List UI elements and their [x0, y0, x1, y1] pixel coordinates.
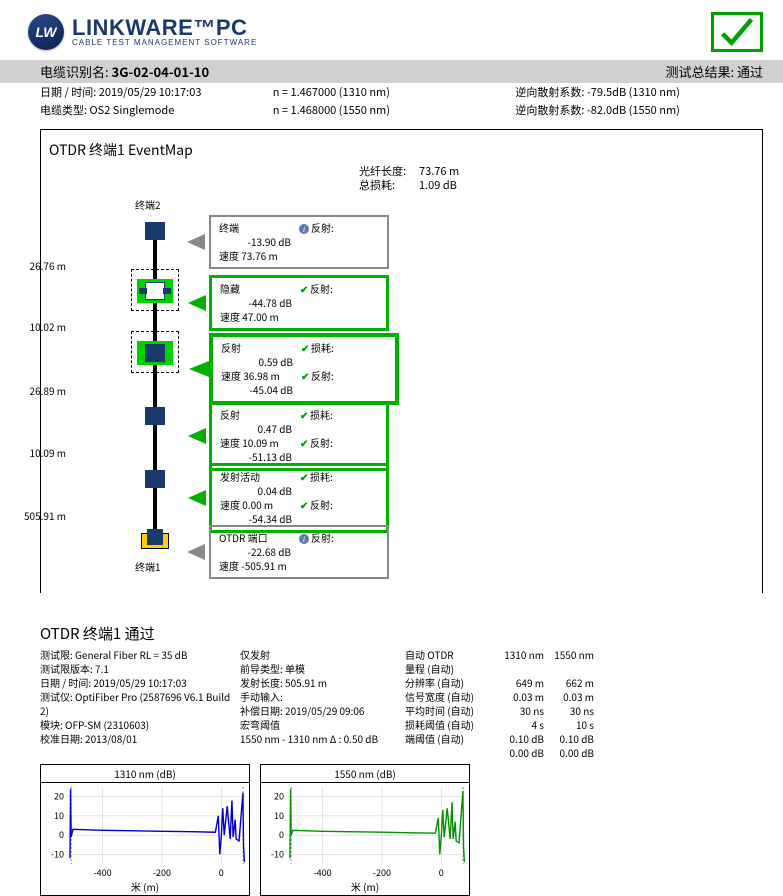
meta-datetime: 日期 / 时间: 2019/05/29 10:17:03 [40, 84, 273, 100]
svg-text:20: 20 [274, 789, 284, 802]
trace-chart-1310: 1310 nm (dB) -10 0 10 20 -400 -200 0 米 (m) [40, 764, 250, 896]
event-callout: 反射✔损耗:0.59 dB速度 36.98 m✔反射:-45.04 dB [209, 333, 399, 405]
meta-backscatter-1310: 逆向散射系数: -79.5dB (1310 nm) [515, 84, 763, 100]
svg-text:10: 10 [274, 808, 284, 821]
meta-n-1310: n = 1.467000 (1310 nm) [273, 84, 516, 100]
near-end-label: 终端1 [135, 559, 161, 574]
svg-text:0: 0 [279, 828, 284, 841]
meta-n-1550: n = 1.468000 (1550 nm) [273, 102, 516, 118]
fiber-length-label: 光纤长度: [359, 164, 419, 178]
chart-xlabel: 米 (m) [41, 878, 249, 895]
event-callout: 反射✔损耗:0.47 dB速度 10.09 m✔反射:-51.13 dB [209, 401, 389, 471]
svg-text:-400: -400 [314, 866, 332, 878]
svg-text:-400: -400 [94, 866, 112, 878]
meta-cabletype: 电缆类型: OS2 Singlemode [40, 102, 273, 118]
eventmap-panel: OTDR 终端1 EventMap 光纤长度:73.76 m 总损耗:1.09 … [40, 129, 763, 593]
eventmap-diagram: 终端2 终端1 26.76 m10.02 m26.89 m10.09 m505.… [49, 183, 754, 583]
cable-id-band: 电缆识别名: 3G-02-04-01-10 测试总结果: 通过 [0, 60, 783, 83]
trace-charts: 1310 nm (dB) -10 0 10 20 -400 -200 0 米 (m) 155… [40, 764, 763, 896]
segment-distance: 10.09 m [6, 445, 66, 460]
event-callout: 终端i反射:-13.90 dB速度 73.76 m [209, 215, 389, 269]
svg-text:0: 0 [439, 866, 444, 878]
otdr-pass-section: OTDR 终端1 通过 测试限: General Fiber RL = 35 d… [40, 623, 763, 896]
logo: LW LINKWARE™PC CABLE TEST MANAGEMENT SOF… [28, 14, 257, 50]
far-end-label: 终端2 [135, 197, 161, 212]
segment-distance: 26.76 m [6, 258, 66, 273]
event-callout: OTDR 端口i反射:-22.68 dB速度 -505.91 m [209, 525, 389, 579]
segment-distance: 505.91 m [6, 508, 66, 523]
event-callout: 隐藏✔反射:-44.78 dB速度 47.00 m [209, 275, 389, 331]
trace-chart-1550: 1550 nm (dB) -10 0 10 20 -400 -200 0 米 (m) [260, 764, 470, 896]
svg-text:-200: -200 [153, 866, 171, 878]
header: LW LINKWARE™PC CABLE TEST MANAGEMENT SOF… [0, 0, 783, 60]
svg-text:-10: -10 [51, 847, 64, 860]
chart-xlabel: 米 (m) [261, 878, 469, 895]
cable-id-value: 3G-02-04-01-10 [112, 62, 210, 81]
overall-result-value: 通过 [737, 62, 763, 81]
segment-distance: 10.02 m [6, 319, 66, 334]
pass-checkmark [711, 12, 763, 52]
eventmap-title: OTDR 终端1 EventMap [49, 140, 754, 160]
chart-title: 1310 nm (dB) [41, 765, 249, 783]
parameter-table: 测试限: General Fiber RL = 35 dB测试限版本: 7.1日… [40, 648, 763, 760]
svg-text:-200: -200 [373, 866, 391, 878]
svg-text:20: 20 [54, 789, 64, 802]
chart-title: 1550 nm (dB) [261, 765, 469, 783]
segment-distance: 26.89 m [6, 383, 66, 398]
logo-badge: LW [28, 14, 64, 50]
cable-id-label: 电缆识别名: [40, 62, 109, 81]
otdr-pass-title: OTDR 终端1 通过 [40, 623, 763, 644]
svg-text:0: 0 [219, 866, 224, 878]
svg-text:0: 0 [59, 828, 64, 841]
event-callout: 发射活动✔损耗:0.04 dB速度 0.00 m✔反射:-54.34 dB [209, 463, 389, 533]
svg-text:-10: -10 [271, 847, 284, 860]
logo-title: LINKWARE™PC [72, 17, 257, 39]
svg-text:10: 10 [54, 808, 64, 821]
meta-row: 日期 / 时间: 2019/05/29 10:17:03 n = 1.46700… [0, 83, 783, 101]
meta-backscatter-1550: 逆向散射系数: -82.0dB (1550 nm) [515, 102, 763, 118]
meta-row: 电缆类型: OS2 Singlemode n = 1.468000 (1550 … [0, 101, 783, 119]
overall-result-label: 测试总结果: [665, 62, 734, 81]
logo-subtitle: CABLE TEST MANAGEMENT SOFTWARE [72, 39, 257, 47]
